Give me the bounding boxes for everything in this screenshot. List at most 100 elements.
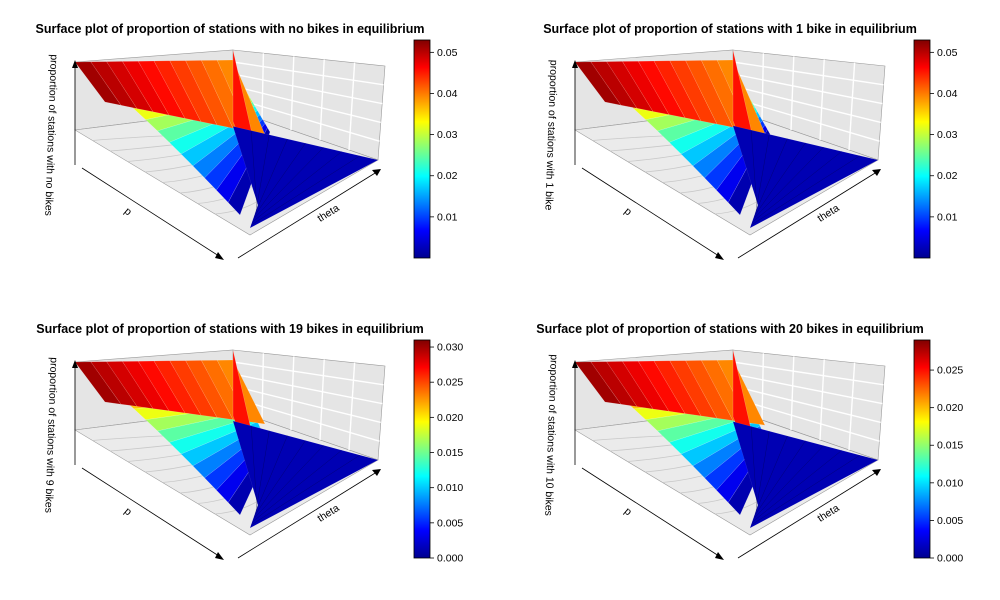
colorbar-tick-label: 0.000	[437, 553, 463, 565]
colorbar-tick-label: 0.005	[437, 517, 463, 529]
surface-low-region	[232, 420, 379, 529]
surface-mesh	[754, 138, 788, 214]
chart-panel-4: Surface plot of proportion of stations w…	[536, 322, 963, 565]
gridline	[261, 53, 265, 121]
gridline	[732, 73, 883, 105]
colorbar-tick-label: 0.015	[437, 447, 463, 459]
surface-mesh	[250, 425, 258, 508]
surface-mesh	[750, 130, 758, 208]
theta-axis-arrow	[372, 469, 381, 476]
theta-axis	[737, 169, 881, 259]
gridline	[348, 362, 356, 451]
z-axis-label: proportion of stations with 9 bikes	[42, 357, 59, 513]
colorbar-tick-label: 0.015	[937, 440, 963, 452]
surface-mesh	[753, 142, 806, 217]
z-axis-label: proportion of stations with 10 bikes	[542, 354, 560, 516]
theta-axis-arrow	[872, 169, 881, 176]
gridline	[790, 56, 795, 131]
theta-axis-arrow	[872, 469, 881, 476]
p-axis-label: p	[622, 205, 634, 218]
gridline	[319, 359, 325, 441]
surface-mesh	[755, 134, 770, 211]
gridline	[761, 53, 765, 121]
colorbar-tick-label: 0.04	[937, 88, 958, 100]
colorbar-tick-label: 0.030	[437, 342, 463, 354]
gridline	[732, 385, 881, 424]
surface-mesh	[255, 134, 270, 211]
z-axis-arrow	[72, 60, 78, 68]
colorbar-tick-label: 0.025	[937, 365, 963, 377]
surface-mesh	[750, 426, 758, 508]
gridline	[848, 362, 856, 451]
p-axis	[581, 467, 723, 559]
theta-axis-label: theta	[315, 502, 341, 525]
p-axis-arrow	[715, 252, 724, 260]
gridline	[732, 61, 884, 86]
gridline	[232, 373, 383, 405]
surface-mesh	[253, 143, 306, 217]
colorbar-tick-label: 0.03	[937, 129, 958, 141]
colorbar-tick-label: 0.01	[937, 211, 958, 223]
surface-mesh	[251, 450, 342, 523]
surface-mesh	[754, 435, 788, 514]
gridline	[232, 61, 384, 86]
p-axis-arrow	[215, 552, 224, 560]
surface-mesh	[751, 450, 842, 523]
theta-axis-arrow	[372, 169, 381, 176]
colorbar-tick-label: 0.005	[937, 515, 963, 527]
gridline	[290, 56, 295, 131]
gridline	[232, 85, 381, 124]
theta-axis-label: theta	[815, 202, 841, 225]
surface-mesh	[254, 138, 288, 214]
p-axis-label: p	[122, 205, 134, 218]
chart-panel-1: Surface plot of proportion of stations w…	[36, 22, 458, 260]
z-axis-arrow	[572, 60, 578, 68]
surface-mesh	[250, 454, 360, 526]
gridline	[232, 97, 380, 142]
p-axis-arrow	[715, 552, 724, 560]
z-axis-label: proportion of stations with 1 bike	[542, 60, 559, 211]
p-axis	[81, 467, 223, 559]
surface-mesh	[253, 440, 306, 517]
chart-panel-2: Surface plot of proportion of stations w…	[542, 22, 958, 260]
p-axis-label: p	[122, 505, 134, 518]
z-axis-arrow	[72, 360, 78, 368]
surface-mesh	[751, 151, 842, 223]
z-axis-label: proportion of stations with no bikes	[42, 54, 60, 216]
surface-mesh	[251, 151, 342, 223]
colorbar-tick-label: 0.010	[437, 482, 463, 494]
gridline	[232, 397, 380, 442]
gridline	[319, 59, 325, 141]
surface-mesh	[255, 430, 270, 511]
chart-title: Surface plot of proportion of stations w…	[36, 22, 425, 36]
chart-panel-3: Surface plot of proportion of stations w…	[36, 322, 463, 565]
colorbar-tick-label: 0.04	[437, 88, 458, 100]
surface-mesh	[252, 147, 324, 220]
gridline	[732, 97, 880, 142]
chart-title: Surface plot of proportion of stations w…	[36, 322, 424, 336]
gridline	[819, 359, 825, 441]
chart-title: Surface plot of proportion of stations w…	[543, 22, 917, 36]
gridline	[290, 356, 295, 431]
theta-axis-label: theta	[315, 202, 341, 225]
surface-mesh	[750, 455, 860, 526]
surface-mesh	[250, 155, 360, 226]
gridline	[732, 361, 884, 386]
surface-mesh	[755, 431, 770, 511]
p-axis	[581, 167, 723, 259]
colorbar-tick-label: 0.02	[937, 170, 958, 182]
theta-axis-label: theta	[815, 502, 841, 525]
gridline	[732, 85, 881, 124]
p-axis	[81, 167, 223, 259]
surface-mesh	[250, 130, 258, 208]
surface-low-region	[732, 125, 879, 229]
surface-mesh	[752, 445, 824, 520]
colorbar-tick-label: 0.010	[937, 477, 963, 489]
colorbar-tick-label: 0.05	[937, 47, 958, 59]
p-axis-arrow	[215, 252, 224, 260]
gridline	[232, 361, 384, 386]
chart-title: Surface plot of proportion of stations w…	[536, 322, 924, 336]
colorbar-tick-label: 0.03	[437, 129, 458, 141]
p-axis-label: p	[622, 505, 634, 518]
